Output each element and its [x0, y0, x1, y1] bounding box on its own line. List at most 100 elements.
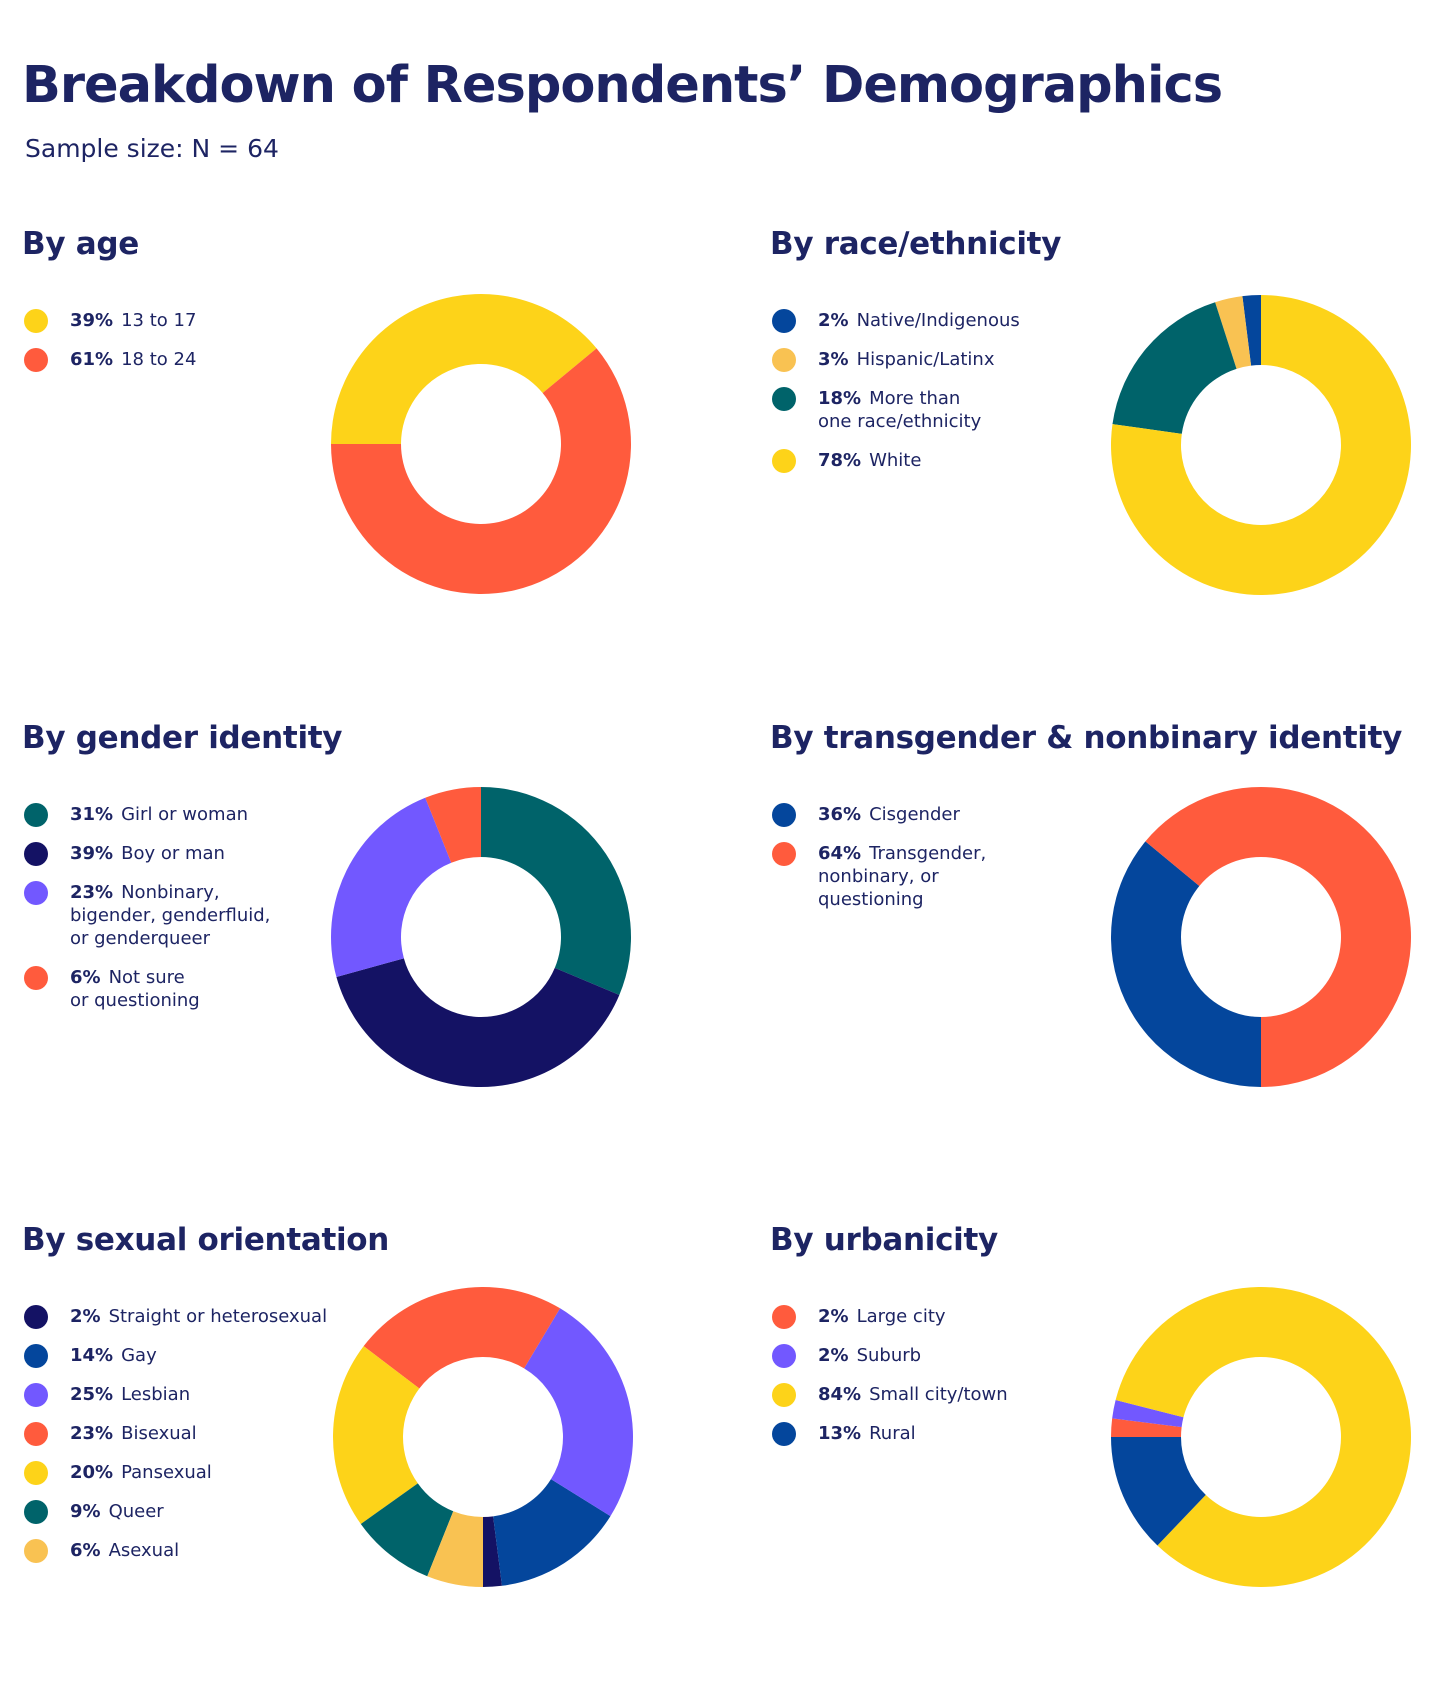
legend-item: 78% White [770, 449, 1100, 473]
donut-slice [1111, 841, 1261, 1087]
legend-label: Girl or woman [121, 804, 249, 825]
legend-swatch [24, 881, 48, 905]
donut-slice [427, 1511, 483, 1587]
legend-item: 39% 13 to 17 [22, 309, 352, 333]
sexual-orientation-legend: 2% Straight or heterosexual 14% Gay 25% Lesbi… [22, 1305, 352, 1578]
donut-slice [360, 1483, 454, 1577]
transgender-nonbinary-donut-chart [1111, 787, 1411, 1087]
legend-percent: 14% [70, 1345, 114, 1366]
sample-size-label: Sample size: N = 64 [25, 134, 279, 163]
donut-slice [1111, 295, 1411, 595]
legend-item: 9% Queer [22, 1500, 352, 1524]
legend-item: 18% More than one race/ethnicity [770, 387, 1100, 433]
legend-item: 6% Asexual [22, 1539, 352, 1563]
transgender-nonbinary-title: By transgender & nonbinary identity [770, 720, 1402, 756]
legend-label: Pansexual [121, 1462, 212, 1483]
legend-percent: 61% [70, 349, 114, 370]
donut-slice [1115, 1287, 1411, 1587]
legend-percent: 3% [818, 349, 849, 370]
urbanicity-legend: 2% Large city 2% Suburb 84% Small city/town 13… [770, 1305, 1100, 1461]
legend-percent: 13% [818, 1423, 862, 1444]
legend-item: 14% Gay [22, 1344, 352, 1368]
legend-percent: 23% [70, 882, 114, 903]
sexual-orientation-title: By sexual orientation [22, 1222, 390, 1258]
legend-label: Not sure or questioning [70, 967, 200, 1011]
legend-label: Suburb [856, 1345, 922, 1366]
legend-swatch [24, 1305, 48, 1329]
legend-percent: 84% [818, 1384, 862, 1405]
legend-percent: 20% [70, 1462, 114, 1483]
legend-label: Large city [856, 1306, 946, 1327]
urbanicity-donut-chart [1111, 1287, 1411, 1587]
legend-swatch [772, 449, 796, 473]
donut-slice [1145, 787, 1411, 1087]
legend-label: Boy or man [121, 843, 225, 864]
legend-swatch [772, 842, 796, 866]
age-panel: By age 39% 13 to 17 61% 18 to 24 [22, 226, 662, 646]
legend-swatch [772, 309, 796, 333]
legend-percent: 39% [70, 843, 114, 864]
legend-percent: 36% [818, 804, 862, 825]
legend-swatch [24, 1422, 48, 1446]
legend-item: 13% Rural [770, 1422, 1100, 1446]
legend-percent: 64% [818, 843, 862, 864]
legend-swatch [772, 387, 796, 411]
legend-swatch [24, 1461, 48, 1485]
race-ethnicity-legend: 2% Native/Indigenous 3% Hispanic/Latinx 18% M… [770, 309, 1100, 488]
donut-slice [1242, 295, 1261, 366]
legend-label: Gay [121, 1345, 157, 1366]
legend-swatch [772, 1305, 796, 1329]
donut-slice [481, 787, 631, 995]
legend-percent: 6% [70, 967, 101, 988]
legend-label: 18 to 24 [121, 349, 197, 370]
legend-item: 3% Hispanic/Latinx [770, 348, 1100, 372]
legend-label: Cisgender [869, 804, 960, 825]
legend-percent: 23% [70, 1423, 114, 1444]
legend-item: 84% Small city/town [770, 1383, 1100, 1407]
donut-slice [425, 787, 481, 863]
legend-item: 25% Lesbian [22, 1383, 352, 1407]
age-donut-chart [331, 294, 631, 594]
legend-item: 31% Girl or woman [22, 803, 352, 827]
legend-swatch [772, 1344, 796, 1368]
legend-item: 2% Large city [770, 1305, 1100, 1329]
legend-percent: 39% [70, 310, 114, 331]
legend-percent: 2% [70, 1306, 101, 1327]
donut-slice [331, 348, 631, 594]
sexual-orientation-panel: By sexual orientation 2% Straight or hete… [22, 1222, 662, 1642]
donut-slice [1112, 1400, 1184, 1428]
race-ethnicity-donut-chart [1111, 295, 1411, 595]
legend-percent: 2% [818, 1345, 849, 1366]
legend-swatch [24, 1500, 48, 1524]
legend-label: Lesbian [121, 1384, 191, 1405]
donut-slice [1112, 302, 1237, 434]
legend-percent: 18% [818, 388, 862, 409]
legend-percent: 2% [818, 1306, 849, 1327]
donut-slice [483, 1516, 502, 1587]
gender-identity-panel: By gender identity 31% Girl or woman 39% Bo… [22, 720, 662, 1140]
legend-label: Hispanic/Latinx [856, 349, 995, 370]
donut-slice [493, 1479, 611, 1586]
race-ethnicity-panel: By race/ethnicity 2% Native/Indigenous 3% H… [770, 226, 1411, 646]
legend-swatch [772, 1422, 796, 1446]
legend-label: Transgender, nonbinary, or questioning [818, 843, 987, 910]
gender-identity-legend: 31% Girl or woman 39% Boy or man 23% Nonbinar… [22, 803, 352, 1028]
gender-identity-title: By gender identity [22, 720, 343, 756]
legend-item: 23% Nonbinary, bigender, genderfluid, or … [22, 881, 352, 950]
legend-label: White [869, 450, 922, 471]
legend-label: 13 to 17 [121, 310, 197, 331]
legend-swatch [772, 1383, 796, 1407]
gender-identity-donut-chart [331, 787, 631, 1087]
urbanicity-panel: By urbanicity 2% Large city 2% Suburb 84% Sma… [770, 1222, 1411, 1642]
legend-swatch [772, 348, 796, 372]
legend-item: 61% 18 to 24 [22, 348, 352, 372]
donut-slice [524, 1308, 633, 1517]
legend-percent: 9% [70, 1501, 101, 1522]
legend-swatch [24, 348, 48, 372]
donut-slice [331, 294, 597, 444]
race-ethnicity-title: By race/ethnicity [770, 226, 1062, 262]
legend-label: Straight or heterosexual [108, 1306, 328, 1327]
legend-item: 6% Not sure or questioning [22, 966, 352, 1012]
legend-item: 2% Suburb [770, 1344, 1100, 1368]
donut-slice [363, 1287, 561, 1389]
